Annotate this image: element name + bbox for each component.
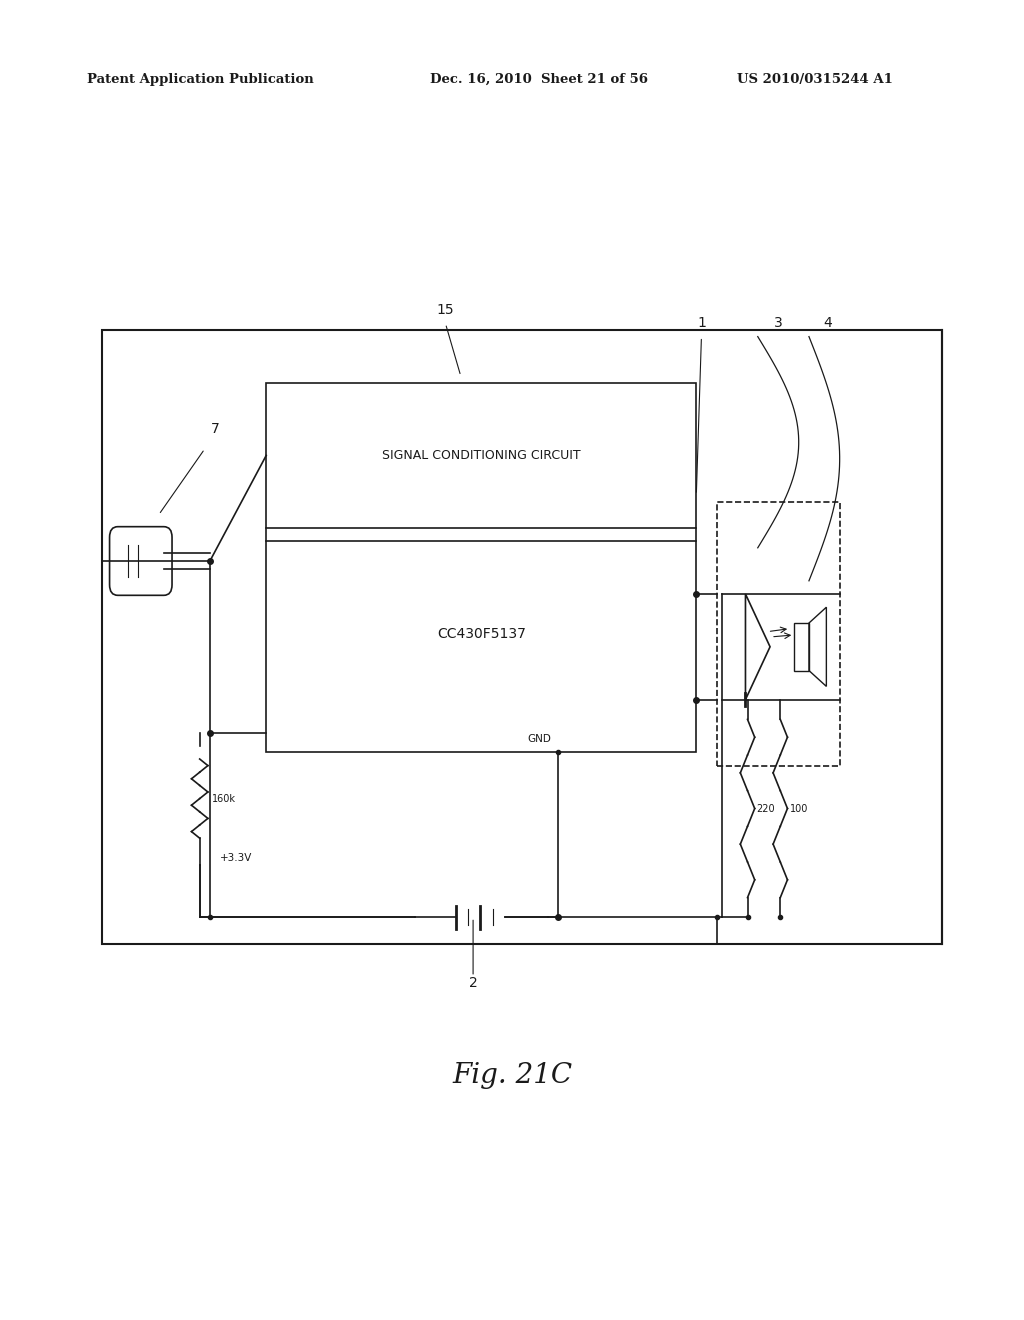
- Text: Fig. 21C: Fig. 21C: [452, 1063, 572, 1089]
- Text: Patent Application Publication: Patent Application Publication: [87, 73, 313, 86]
- Text: CC430F5137: CC430F5137: [437, 627, 525, 640]
- Text: GND: GND: [527, 734, 551, 744]
- Text: 3: 3: [774, 317, 782, 330]
- Text: +3.3V: +3.3V: [220, 853, 253, 863]
- Text: SIGNAL CONDITIONING CIRCUIT: SIGNAL CONDITIONING CIRCUIT: [382, 449, 581, 462]
- Text: 2: 2: [469, 977, 477, 990]
- Text: 7: 7: [211, 422, 219, 436]
- Text: Dec. 16, 2010  Sheet 21 of 56: Dec. 16, 2010 Sheet 21 of 56: [430, 73, 648, 86]
- Text: 1: 1: [697, 317, 706, 330]
- Text: US 2010/0315244 A1: US 2010/0315244 A1: [737, 73, 893, 86]
- Text: 220: 220: [757, 804, 775, 813]
- Text: 15: 15: [436, 304, 455, 317]
- Text: 4: 4: [823, 317, 831, 330]
- Text: 100: 100: [790, 804, 808, 813]
- Text: 160k: 160k: [212, 793, 236, 804]
